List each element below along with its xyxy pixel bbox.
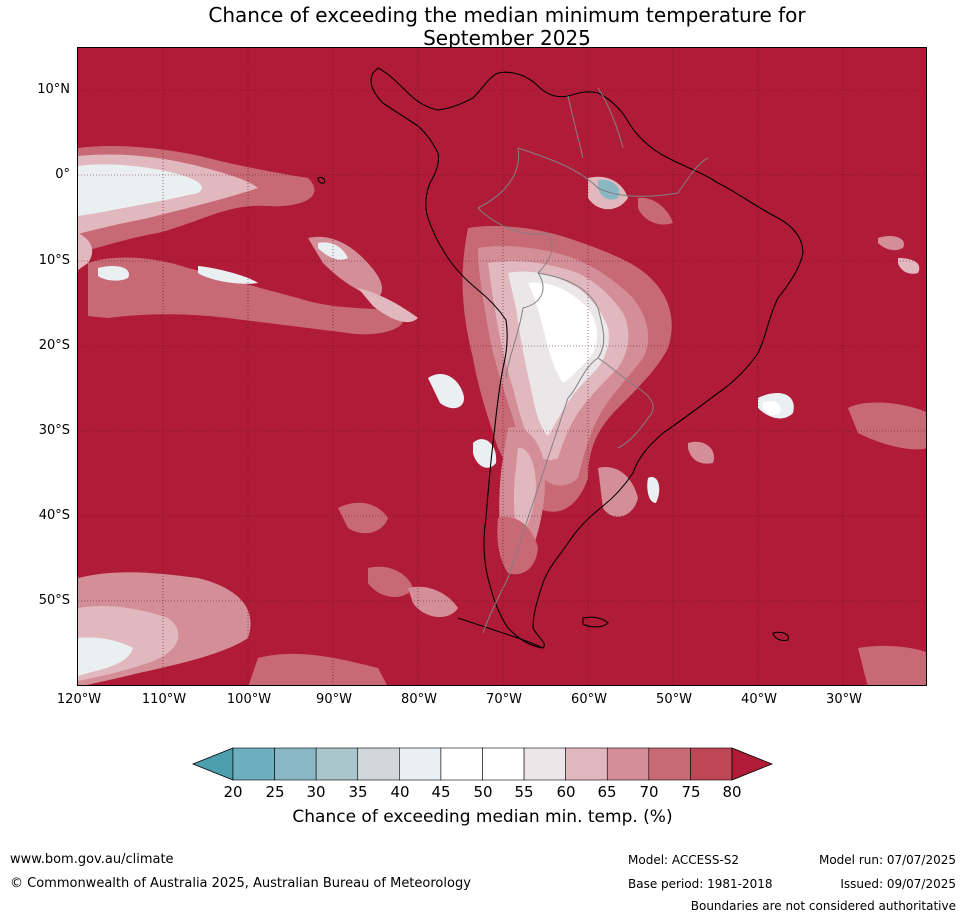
colorbar-bin xyxy=(523,747,566,781)
map-panel xyxy=(77,47,927,686)
lat-label: 30°S xyxy=(38,423,70,438)
colorbar xyxy=(191,747,774,781)
lat-label: 50°S xyxy=(38,593,70,608)
colorbar-tick: 50 xyxy=(473,783,493,801)
lon-label: 30°W xyxy=(826,692,862,707)
lon-label: 70°W xyxy=(486,692,522,707)
colorbar-bin xyxy=(399,747,442,781)
lon-label: 80°W xyxy=(401,692,437,707)
lon-label: 110°W xyxy=(141,692,187,707)
lon-label: 60°W xyxy=(571,692,607,707)
lon-label: 100°W xyxy=(226,692,272,707)
colorbar-bin xyxy=(565,747,608,781)
lon-label: 50°W xyxy=(656,692,692,707)
footer-base-period: Base period: 1981-2018 xyxy=(628,877,773,891)
colorbar-tick: 60 xyxy=(556,783,576,801)
country-borders xyxy=(477,87,709,634)
lat-label: 40°S xyxy=(38,508,70,523)
footer-url: www.bom.gov.au/climate xyxy=(10,852,174,867)
colorbar-bin xyxy=(482,747,525,781)
footer-model-run: Model run: 07/07/2025 xyxy=(818,853,956,867)
colorbar-bin xyxy=(315,747,359,781)
colorbar-tick: 65 xyxy=(597,783,617,801)
colorbar-tick: 35 xyxy=(348,783,368,801)
lat-label: 10°S xyxy=(38,253,70,268)
colorbar-tick: 20 xyxy=(223,783,243,801)
footer-copyright: © Commonwealth of Australia 2025, Austra… xyxy=(10,876,471,891)
graticule xyxy=(78,48,926,685)
continent-patches xyxy=(462,176,673,575)
colorbar-tick: 40 xyxy=(390,783,410,801)
lat-label: 10°N xyxy=(37,82,70,97)
colorbar-tick: 70 xyxy=(639,783,659,801)
map-title: Chance of exceeding the median minimum t… xyxy=(0,4,965,50)
colorbar-tick: 80 xyxy=(722,783,742,801)
colorbar-bin xyxy=(274,747,317,781)
pacific-patches xyxy=(78,146,926,685)
footer-model: Model: ACCESS-S2 xyxy=(628,853,740,867)
colorbar-tick: 45 xyxy=(431,783,451,801)
colorbar-tick: 75 xyxy=(681,783,701,801)
lon-label: 40°W xyxy=(741,692,777,707)
lon-label: 90°W xyxy=(316,692,352,707)
footer-disclaimer: Boundaries are not considered authoritat… xyxy=(690,899,956,913)
colorbar-bin xyxy=(606,747,650,781)
colorbar-bin xyxy=(440,747,483,781)
lat-label: 20°S xyxy=(38,338,70,353)
colorbar-extend-low xyxy=(191,747,234,781)
lat-label: 0° xyxy=(55,167,70,182)
colorbar-bin xyxy=(232,747,275,781)
map-svg xyxy=(78,48,926,685)
colorbar-bin xyxy=(357,747,400,781)
colorbar-tick: 25 xyxy=(265,783,285,801)
title-line-1: Chance of exceeding the median minimum t… xyxy=(208,3,806,27)
lon-label: 120°W xyxy=(56,692,102,707)
colorbar-tick: 30 xyxy=(306,783,326,801)
colorbar-bin xyxy=(690,747,733,781)
title-line-2: September 2025 xyxy=(423,26,591,50)
colorbar-bin xyxy=(648,747,691,781)
footer-issued: Issued: 09/07/2025 xyxy=(840,877,956,891)
colorbar-tick: 55 xyxy=(514,783,534,801)
colorbar-extend-high xyxy=(731,747,774,781)
colorbar-title: Chance of exceeding median min. temp. (%… xyxy=(292,807,673,827)
